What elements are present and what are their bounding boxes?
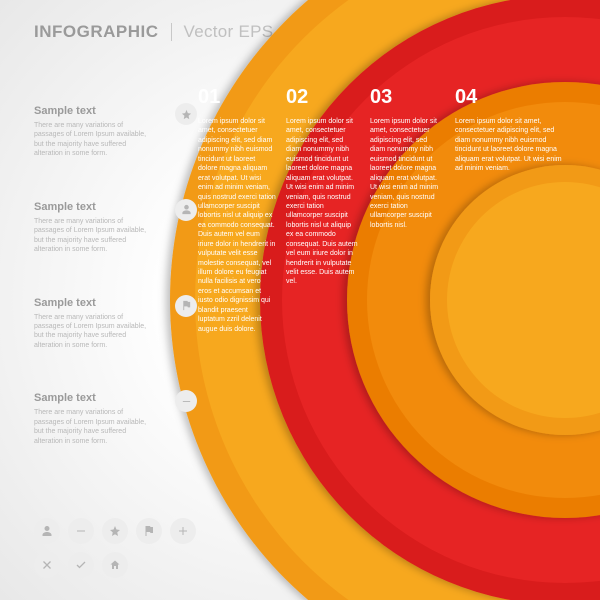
sidebar-item-title: Sample text [34, 105, 169, 117]
minus-icon[interactable] [68, 518, 94, 544]
home-icon[interactable] [102, 552, 128, 578]
column-body: Lorem ipsum dolor sit amet, consectetuer… [286, 117, 358, 287]
icon-row [34, 518, 204, 578]
column-body: Lorem ipsum dolor sit amet, consectetuer… [198, 117, 276, 334]
arc-column-2: 02 Lorem ipsum dolor sit amet, consectetu… [286, 86, 358, 287]
sidebar-item-body: There are many variations of passages of… [34, 217, 149, 255]
sidebar-item-1: Sample text There are many variations of … [34, 105, 169, 159]
page-subtitle: Vector EPS 10 [184, 22, 298, 42]
sidebar-item-2: Sample text There are many variations of … [34, 201, 169, 255]
column-body: Lorem ipsum dolor sit amet, consectetuer… [455, 117, 565, 174]
check-icon[interactable] [68, 552, 94, 578]
sidebar-item-4: Sample text There are many variations of … [34, 392, 169, 446]
star-icon[interactable] [102, 518, 128, 544]
star-icon [175, 103, 197, 125]
minus-icon [175, 390, 197, 412]
column-number: 01 [198, 86, 276, 109]
user-icon [175, 199, 197, 221]
sidebar-item-body: There are many variations of passages of… [34, 408, 149, 446]
header-divider [171, 23, 172, 41]
user-icon[interactable] [34, 518, 60, 544]
page-title: INFOGRAPHIC [34, 22, 159, 42]
plus-icon[interactable] [170, 518, 196, 544]
sidebar-item-3: Sample text There are many variations of … [34, 297, 169, 351]
flag-icon [175, 295, 197, 317]
arc-column-4: 04 Lorem ipsum dolor sit amet, consectetu… [455, 86, 565, 174]
close-icon[interactable] [34, 552, 60, 578]
sidebar-item-body: There are many variations of passages of… [34, 121, 149, 159]
column-body: Lorem ipsum dolor sit amet, consectetuer… [370, 117, 442, 230]
header: INFOGRAPHIC Vector EPS 10 [34, 22, 298, 42]
flag-icon[interactable] [136, 518, 162, 544]
sidebar-item-title: Sample text [34, 201, 169, 213]
column-number: 04 [455, 86, 565, 109]
sidebar: Sample text There are many variations of … [34, 105, 169, 488]
sidebar-item-body: There are many variations of passages of… [34, 313, 149, 351]
arc-column-3: 03 Lorem ipsum dolor sit amet, consectetu… [370, 86, 442, 230]
sidebar-item-title: Sample text [34, 297, 169, 309]
arc-column-1: 01 Lorem ipsum dolor sit amet, consectetu… [198, 86, 276, 334]
column-number: 03 [370, 86, 442, 109]
sidebar-item-title: Sample text [34, 392, 169, 404]
column-number: 02 [286, 86, 358, 109]
